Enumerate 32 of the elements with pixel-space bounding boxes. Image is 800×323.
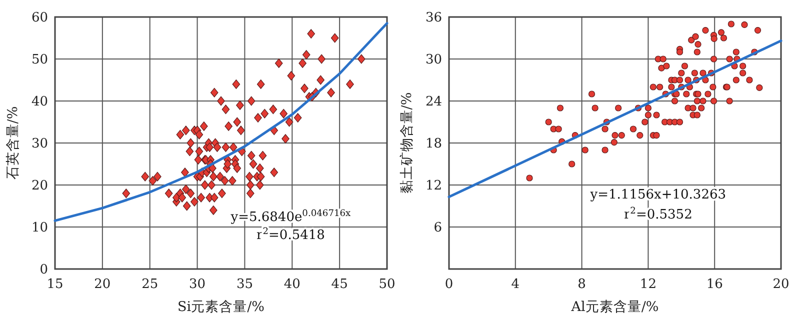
- line-series: [54, 22, 388, 222]
- x-tick-label: 0: [444, 277, 454, 292]
- x-tick-label: 50: [378, 277, 396, 292]
- y-tick-label: 12: [425, 178, 442, 194]
- y-axis-title: 石英含量/%: [5, 106, 21, 180]
- y-tick-label: 20: [31, 178, 48, 194]
- y-tick-label: 60: [31, 10, 48, 26]
- y-tick-label: 18: [425, 136, 442, 152]
- x-tick-label: 20: [772, 277, 790, 292]
- y-tick-label: 0: [40, 262, 48, 278]
- x-tick-label: 12: [640, 277, 656, 292]
- x-tick-label: 16: [706, 277, 723, 292]
- x-tick-label: 15: [46, 277, 64, 292]
- x-axis-title: Si元素含量/%: [178, 299, 265, 315]
- y-tick-label: 10: [31, 220, 48, 236]
- x-axis-title: Al元素含量/%: [570, 299, 659, 315]
- y-tick-label: 30: [425, 52, 442, 68]
- x-tick-label: 45: [331, 277, 348, 292]
- y-tick-label: 6: [434, 220, 442, 236]
- y-tick-label: 24: [425, 94, 442, 110]
- x-tick-label: 30: [189, 277, 206, 292]
- x-tick-label: 25: [142, 277, 158, 292]
- x-tick-label: 8: [578, 277, 586, 292]
- x-tick-label: 40: [284, 277, 300, 292]
- y-tick-label: 30: [31, 136, 48, 152]
- x-tick-label: 35: [236, 277, 253, 292]
- y-tick-label: 40: [31, 94, 48, 110]
- x-tick-label: 4: [511, 277, 520, 292]
- x-tick-label: 20: [94, 277, 111, 292]
- y-tick-label: 50: [31, 52, 48, 68]
- y-axis-title: 黏土矿物含量/%: [399, 92, 415, 194]
- y-tick-label: 36: [425, 10, 442, 26]
